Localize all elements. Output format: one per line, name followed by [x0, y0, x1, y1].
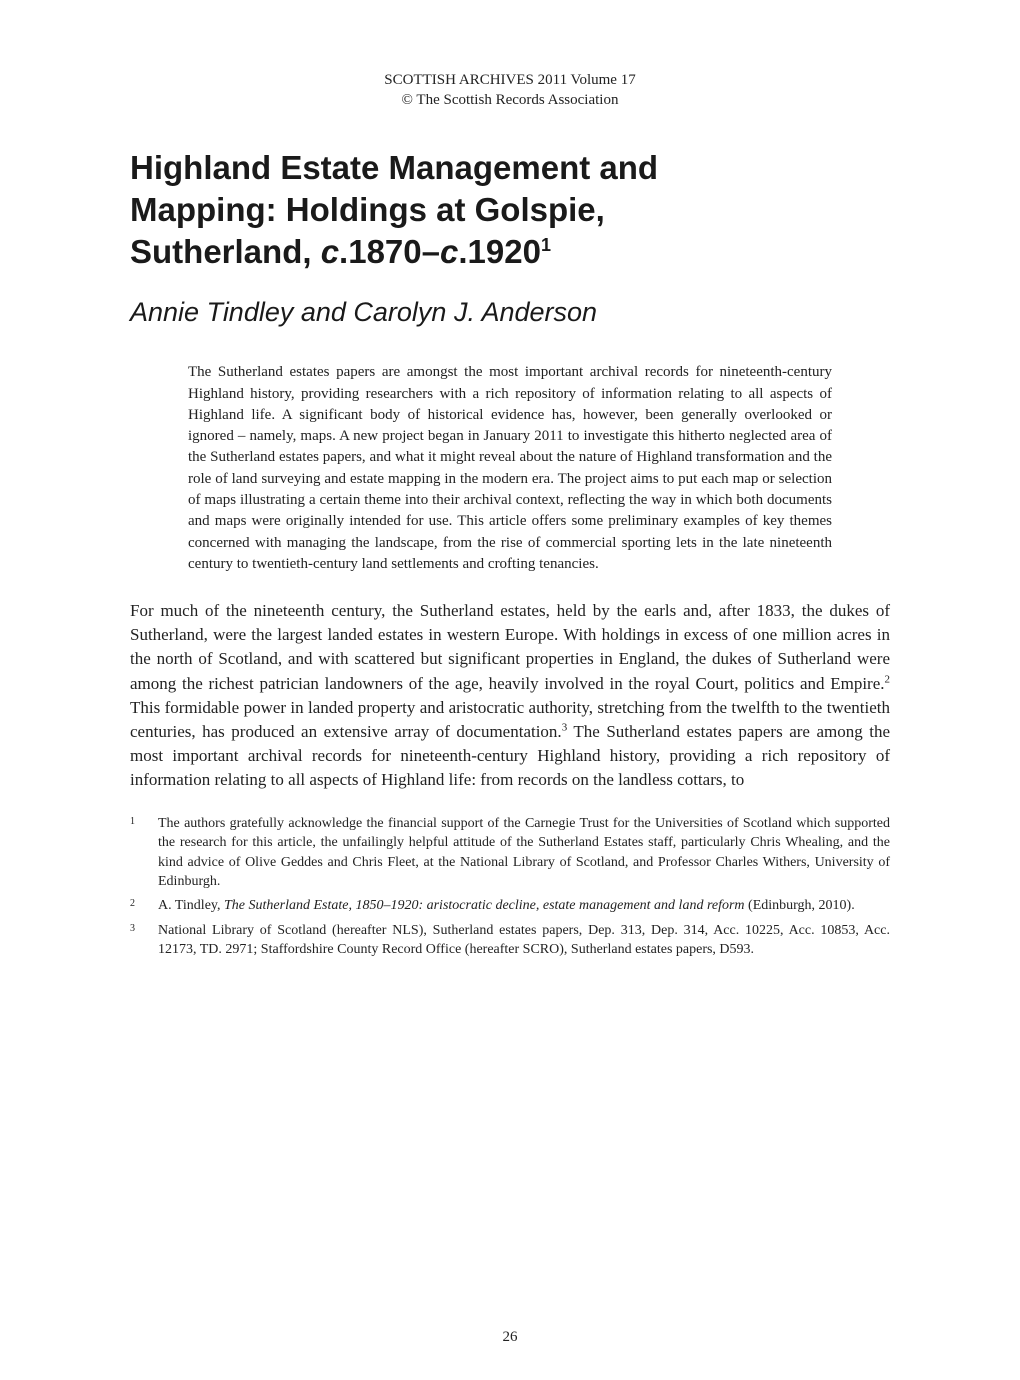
article-authors: Annie Tindley and Carolyn J. Anderson — [130, 297, 890, 328]
title-line-3-pref: Sutherland, — [130, 233, 321, 270]
title-line-2: Mapping: Holdings at Golspie, — [130, 191, 605, 228]
footnote-text-italic: The Sutherland Estate, 1850–1920: aristo… — [224, 898, 745, 913]
footnote-item: 3 National Library of Scotland (hereafte… — [130, 921, 890, 960]
footnote-text-post: (Edinburgh, 2010). — [745, 898, 855, 913]
title-plain-a: .1870– — [339, 233, 440, 270]
page-number: 26 — [0, 1329, 1020, 1346]
body-paragraph: For much of the nineteenth century, the … — [130, 599, 890, 792]
journal-header: SCOTTISH ARCHIVES 2011 Volume 17 © The S… — [130, 70, 890, 111]
footnote-item: 2 A. Tindley, The Sutherland Estate, 185… — [130, 896, 890, 915]
footnote-marker: 3 — [130, 921, 158, 960]
abstract-paragraph: The Sutherland estates papers are amongs… — [188, 362, 832, 575]
footnote-item: 1 The authors gratefully acknowledge the… — [130, 814, 890, 891]
footnote-text-pre: A. Tindley, — [158, 898, 224, 913]
footnote-marker: 2 — [130, 896, 158, 915]
title-plain-b: .1920 — [458, 233, 541, 270]
journal-copyright-line: © The Scottish Records Association — [130, 90, 890, 110]
footnotes-block: 1 The authors gratefully acknowledge the… — [130, 814, 890, 959]
footnote-marker: 1 — [130, 814, 158, 891]
title-footnote-marker: 1 — [541, 235, 551, 255]
footnote-ref-2: 2 — [885, 673, 891, 685]
journal-title-line: SCOTTISH ARCHIVES 2011 Volume 17 — [130, 70, 890, 90]
title-italic-b: c — [440, 233, 458, 270]
title-line-1: Highland Estate Management and — [130, 149, 658, 186]
footnote-text: A. Tindley, The Sutherland Estate, 1850–… — [158, 896, 890, 915]
footnote-text: The authors gratefully acknowledge the f… — [158, 814, 890, 891]
footnote-text: National Library of Scotland (hereafter … — [158, 921, 890, 960]
title-italic-a: c — [321, 233, 339, 270]
article-title: Highland Estate Management and Mapping: … — [130, 147, 890, 274]
body-segment-1: For much of the nineteenth century, the … — [130, 601, 890, 692]
